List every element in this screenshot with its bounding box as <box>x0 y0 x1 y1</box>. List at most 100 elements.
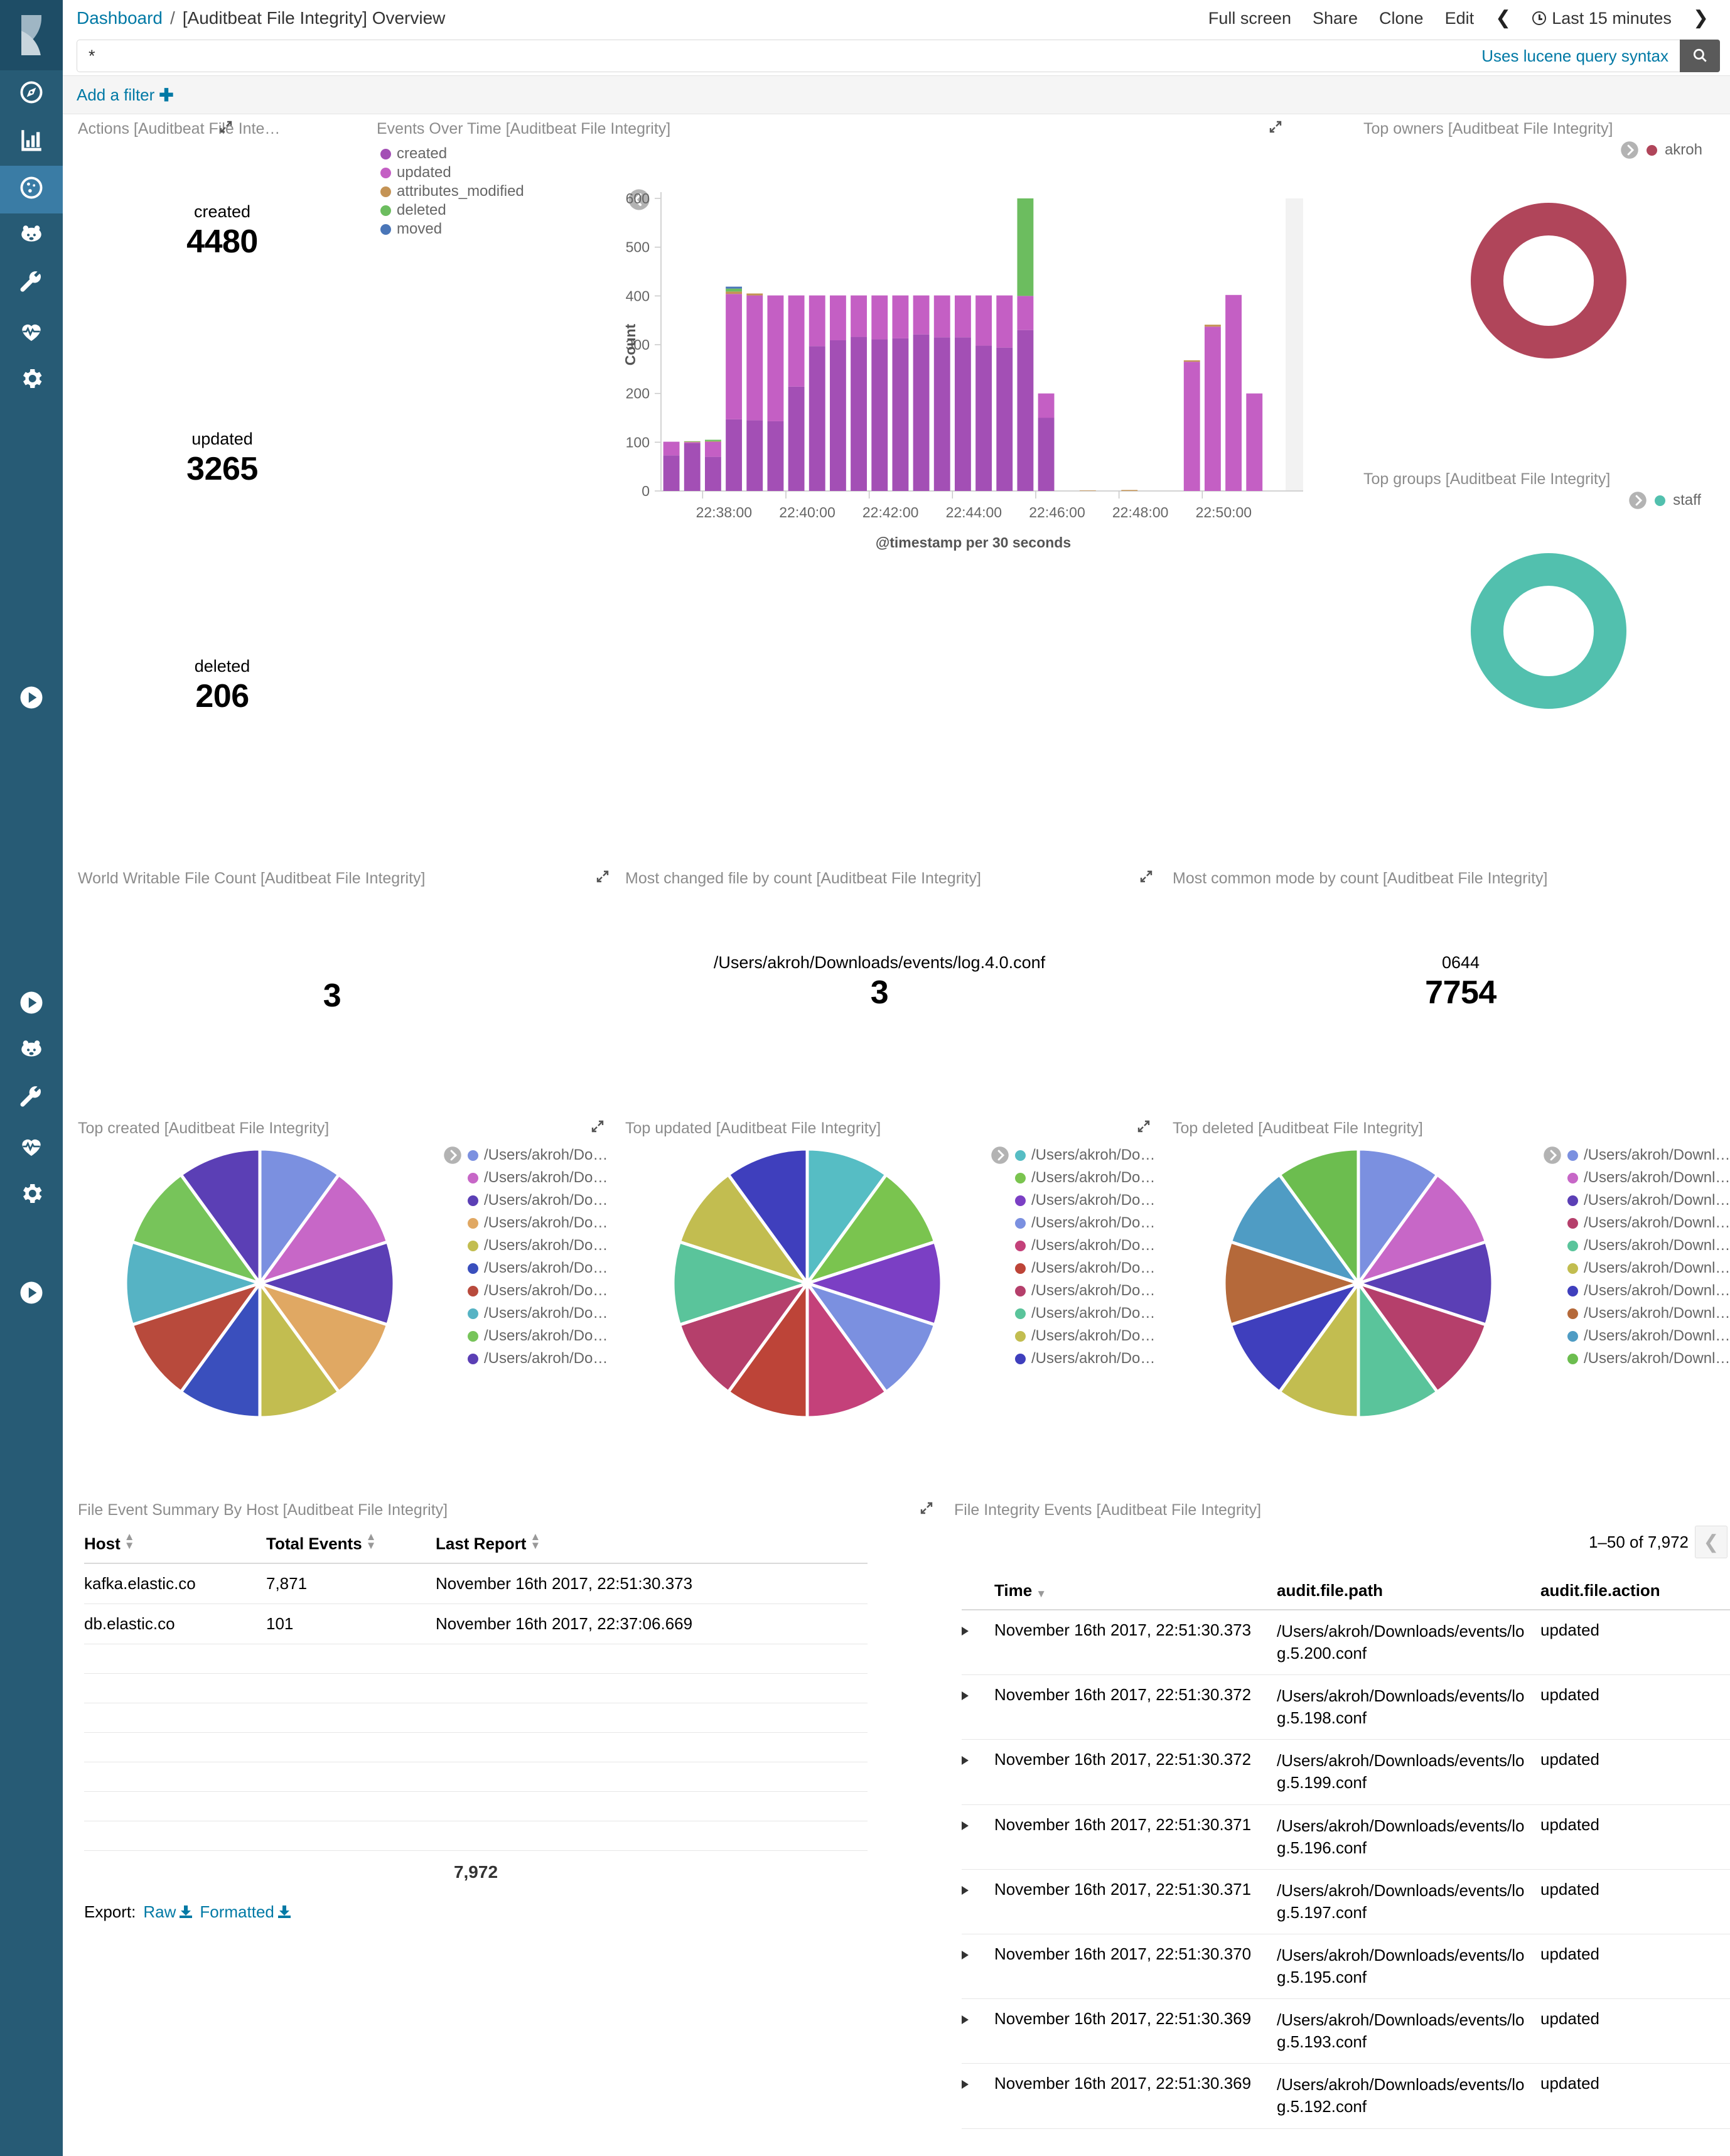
legend-item[interactable]: /Users/akroh/Downlo… <box>1543 1257 1730 1280</box>
legend-item[interactable]: /Users/akroh/Downlo… <box>991 1302 1164 1325</box>
pie-slice[interactable] <box>726 1147 809 1288</box>
sidebar-item-monitoring[interactable] <box>0 309 63 357</box>
legend-expand-toggle[interactable] <box>1620 141 1639 159</box>
legend-item[interactable]: /Users/akroh/Downlo… <box>1543 1167 1730 1189</box>
lucene-hint-link[interactable]: Uses lucene query syntax <box>1481 46 1668 65</box>
legend-item[interactable]: /Users/akroh/Downlo… <box>1543 1189 1730 1212</box>
pie-slice[interactable] <box>726 1278 809 1420</box>
export-formatted-link[interactable]: Formatted <box>200 1902 291 1922</box>
pie-slice[interactable] <box>671 1239 813 1327</box>
pie-slice[interactable] <box>255 1172 390 1286</box>
expand-row-button[interactable] <box>962 1739 994 1805</box>
legend-expand-toggle[interactable] <box>1628 491 1647 510</box>
add-filter-button[interactable]: Add a filter ✚ <box>77 85 174 105</box>
chevron-right-icon[interactable] <box>962 1627 969 1636</box>
search-button[interactable] <box>1680 40 1720 72</box>
legend-item[interactable]: /Users/akroh/Downlo… <box>991 1144 1164 1167</box>
pie-slice[interactable] <box>124 1239 266 1327</box>
pie-slice[interactable] <box>805 1147 889 1288</box>
full-screen-button[interactable]: Full screen <box>1208 8 1291 28</box>
expand-row-button[interactable] <box>962 1674 994 1740</box>
pie-slice[interactable] <box>803 1280 937 1394</box>
legend-item[interactable]: /Users/akroh/Downlo… <box>1543 1234 1730 1257</box>
pie-slice[interactable] <box>1277 1278 1360 1420</box>
chevron-right-icon[interactable] <box>962 1885 969 1895</box>
pie-slice[interactable] <box>1357 1278 1440 1420</box>
share-button[interactable]: Share <box>1312 8 1358 28</box>
legend-item[interactable]: /Users/akroh/Downlo… <box>991 1212 1164 1234</box>
expand-icon[interactable] <box>595 869 610 884</box>
legend-expand-toggle[interactable] <box>443 1146 462 1165</box>
export-raw-link[interactable]: Raw <box>143 1902 193 1922</box>
sidebar-item-play-2[interactable] <box>0 981 63 1028</box>
legend-item[interactable]: /Users/akroh/Downlo… <box>1543 1302 1730 1325</box>
column-header-time[interactable]: Time ▼ <box>994 1577 1277 1610</box>
expand-row-button[interactable] <box>962 1610 994 1676</box>
legend-item[interactable]: /Users/akroh/Downlo… <box>1543 1212 1730 1234</box>
sidebar-item-dev-tools[interactable] <box>0 261 63 309</box>
expand-icon[interactable] <box>1139 869 1154 884</box>
expand-icon[interactable] <box>590 1119 605 1134</box>
legend-item[interactable]: /Users/akroh/Downlo… <box>443 1234 616 1257</box>
legend-collapse-toggle[interactable] <box>628 188 650 211</box>
legend-item[interactable]: /Users/akroh/Downlo… <box>991 1257 1164 1280</box>
chevron-right-icon[interactable] <box>962 1821 969 1830</box>
legend-label[interactable]: staff <box>1673 492 1701 509</box>
legend-item[interactable]: /Users/akroh/Downlo… <box>991 1347 1164 1370</box>
column-header-path[interactable]: audit.file.path <box>1277 1577 1540 1610</box>
expand-icon[interactable] <box>218 119 234 134</box>
chevron-right-icon[interactable] <box>962 1950 969 1959</box>
sidebar-item-monitoring-2[interactable] <box>0 1124 63 1172</box>
chevron-right-icon[interactable] <box>962 2015 969 2025</box>
pie-slice[interactable] <box>254 1239 396 1327</box>
sidebar-item-timelion[interactable] <box>0 213 63 261</box>
pie-slice[interactable] <box>1228 1280 1363 1394</box>
legend-expand-toggle[interactable] <box>991 1146 1009 1165</box>
legend-item[interactable]: /Users/akroh/Downlo… <box>991 1325 1164 1347</box>
expand-row-button[interactable] <box>962 1804 994 1870</box>
column-header-total-events[interactable]: Total Events ▲ ▼ <box>266 1529 436 1564</box>
pie-slice[interactable] <box>1228 1172 1363 1286</box>
sidebar-item-discover[interactable] <box>0 70 63 118</box>
sort-icon[interactable]: ▲ ▼ <box>124 1531 135 1551</box>
sidebar-item-play-1[interactable] <box>0 676 63 723</box>
time-range-picker[interactable]: Last 15 minutes <box>1532 9 1672 28</box>
legend-item[interactable]: /Users/akroh/Downlo… <box>443 1347 616 1370</box>
sidebar-item-dev-tools-2[interactable] <box>0 1076 63 1124</box>
expand-icon[interactable] <box>1268 119 1283 134</box>
time-next-button[interactable]: ❯ <box>1692 8 1709 28</box>
pie-slice[interactable] <box>258 1278 341 1420</box>
breadcrumb-dashboard-link[interactable]: Dashboard <box>77 8 163 28</box>
legend-item[interactable]: /Users/akroh/Downlo… <box>443 1302 616 1325</box>
legend-item[interactable]: /Users/akroh/Downlo… <box>443 1189 616 1212</box>
sort-icon[interactable]: ▲ ▼ <box>530 1531 541 1551</box>
pie-slice[interactable] <box>1277 1147 1360 1288</box>
legend-item[interactable]: /Users/akroh/Downlo… <box>443 1144 616 1167</box>
sidebar-item-management-2[interactable] <box>0 1172 63 1219</box>
pie-slice[interactable] <box>677 1280 812 1394</box>
pie-slice[interactable] <box>1222 1239 1364 1327</box>
column-header-host[interactable]: Host ▲ ▼ <box>84 1529 266 1564</box>
chevron-right-icon[interactable] <box>962 2080 969 2089</box>
pie-slice[interactable] <box>677 1172 812 1286</box>
column-header-action[interactable]: audit.file.action <box>1540 1577 1730 1610</box>
legend-label[interactable]: akroh <box>1664 141 1702 158</box>
pie-slice[interactable] <box>805 1278 889 1420</box>
expand-row-button[interactable] <box>962 2063 994 2129</box>
edit-button[interactable]: Edit <box>1444 8 1475 28</box>
legend-item[interactable]: /Users/akroh/Downlo… <box>443 1325 616 1347</box>
legend-item[interactable]: /Users/akroh/Downlo… <box>443 1167 616 1189</box>
sidebar-item-play-3[interactable] <box>0 1271 63 1318</box>
pie-slice[interactable] <box>803 1172 937 1286</box>
chevron-right-icon[interactable] <box>962 1691 969 1701</box>
expand-icon[interactable] <box>919 1501 934 1516</box>
search-input[interactable] <box>89 46 1482 66</box>
expand-icon[interactable] <box>1136 1119 1151 1134</box>
pie-slice[interactable] <box>130 1172 264 1286</box>
pie-slice[interactable] <box>1354 1280 1488 1394</box>
legend-item[interactable]: /Users/akroh/Downlo… <box>443 1212 616 1234</box>
kibana-logo[interactable] <box>0 0 63 70</box>
expand-row-button[interactable] <box>962 1934 994 2000</box>
pie-slice[interactable] <box>255 1280 390 1394</box>
expand-row-button[interactable] <box>962 1869 994 1934</box>
